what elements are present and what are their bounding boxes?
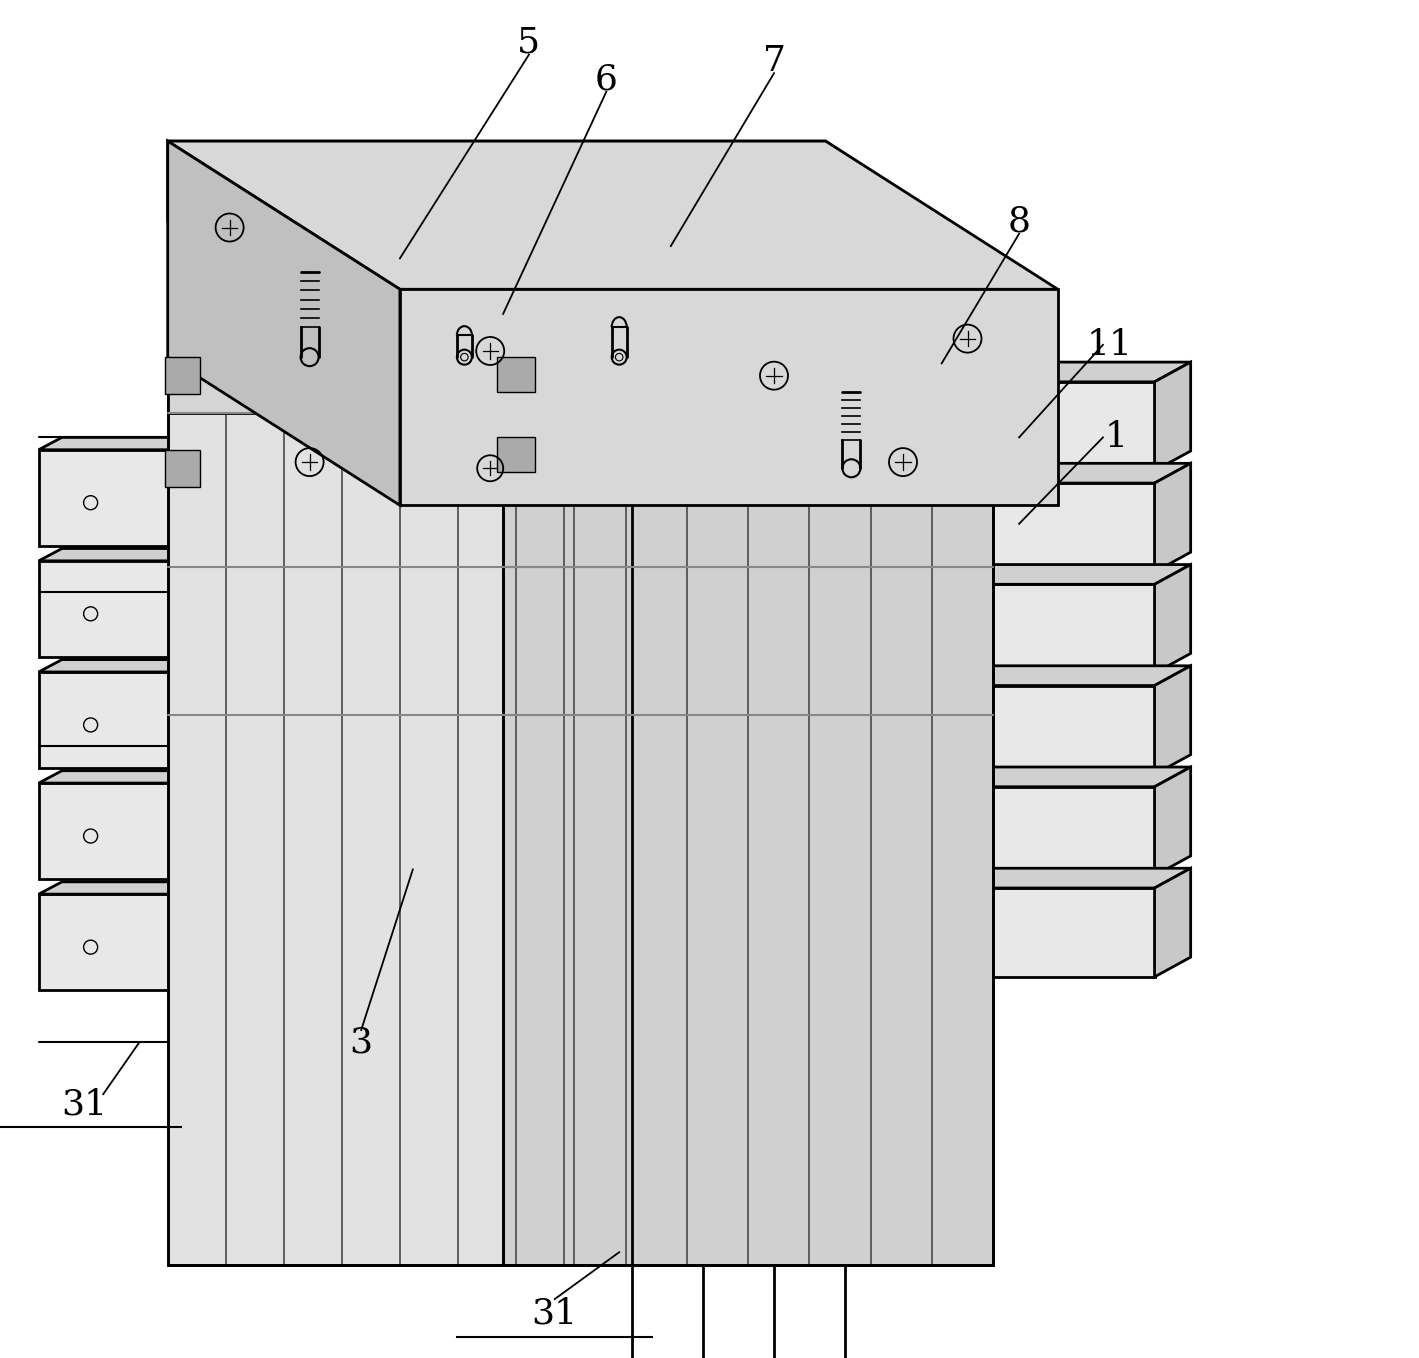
Text: 31: 31 <box>532 1297 578 1331</box>
Polygon shape <box>504 357 993 413</box>
Polygon shape <box>902 463 1191 483</box>
Polygon shape <box>497 357 535 391</box>
Polygon shape <box>38 449 187 546</box>
Polygon shape <box>375 277 1032 357</box>
Polygon shape <box>1155 463 1191 572</box>
Polygon shape <box>1155 665 1191 774</box>
Polygon shape <box>902 786 1155 876</box>
Polygon shape <box>165 357 200 394</box>
Polygon shape <box>902 382 1155 471</box>
Text: 5: 5 <box>518 26 541 60</box>
Polygon shape <box>38 672 187 769</box>
Polygon shape <box>38 771 210 784</box>
Polygon shape <box>400 289 1057 505</box>
Polygon shape <box>167 357 631 1264</box>
Polygon shape <box>38 784 187 880</box>
Text: 11: 11 <box>1087 327 1132 361</box>
Polygon shape <box>38 660 210 672</box>
Text: 1: 1 <box>1104 421 1127 455</box>
Polygon shape <box>504 357 993 1264</box>
Polygon shape <box>902 584 1155 674</box>
Polygon shape <box>167 141 1032 277</box>
Polygon shape <box>165 449 200 486</box>
Text: 7: 7 <box>762 43 786 77</box>
Polygon shape <box>1155 868 1191 976</box>
Polygon shape <box>38 437 210 449</box>
Polygon shape <box>167 141 375 357</box>
Polygon shape <box>902 483 1155 572</box>
Polygon shape <box>902 565 1191 584</box>
Polygon shape <box>38 549 210 561</box>
Polygon shape <box>902 363 1191 382</box>
Polygon shape <box>38 894 187 990</box>
Polygon shape <box>902 767 1191 786</box>
Polygon shape <box>167 141 1057 289</box>
Text: 31: 31 <box>61 1086 106 1122</box>
Polygon shape <box>1155 767 1191 876</box>
Polygon shape <box>497 437 535 473</box>
Polygon shape <box>902 888 1155 976</box>
Text: 6: 6 <box>595 62 617 96</box>
Text: 8: 8 <box>1007 204 1030 239</box>
Polygon shape <box>902 686 1155 774</box>
Text: 3: 3 <box>349 1025 373 1059</box>
Polygon shape <box>902 868 1191 888</box>
Polygon shape <box>1155 565 1191 674</box>
Polygon shape <box>902 665 1191 686</box>
Polygon shape <box>167 141 400 505</box>
Polygon shape <box>167 357 631 413</box>
Polygon shape <box>38 561 187 657</box>
Polygon shape <box>38 881 210 894</box>
Polygon shape <box>1155 363 1191 471</box>
